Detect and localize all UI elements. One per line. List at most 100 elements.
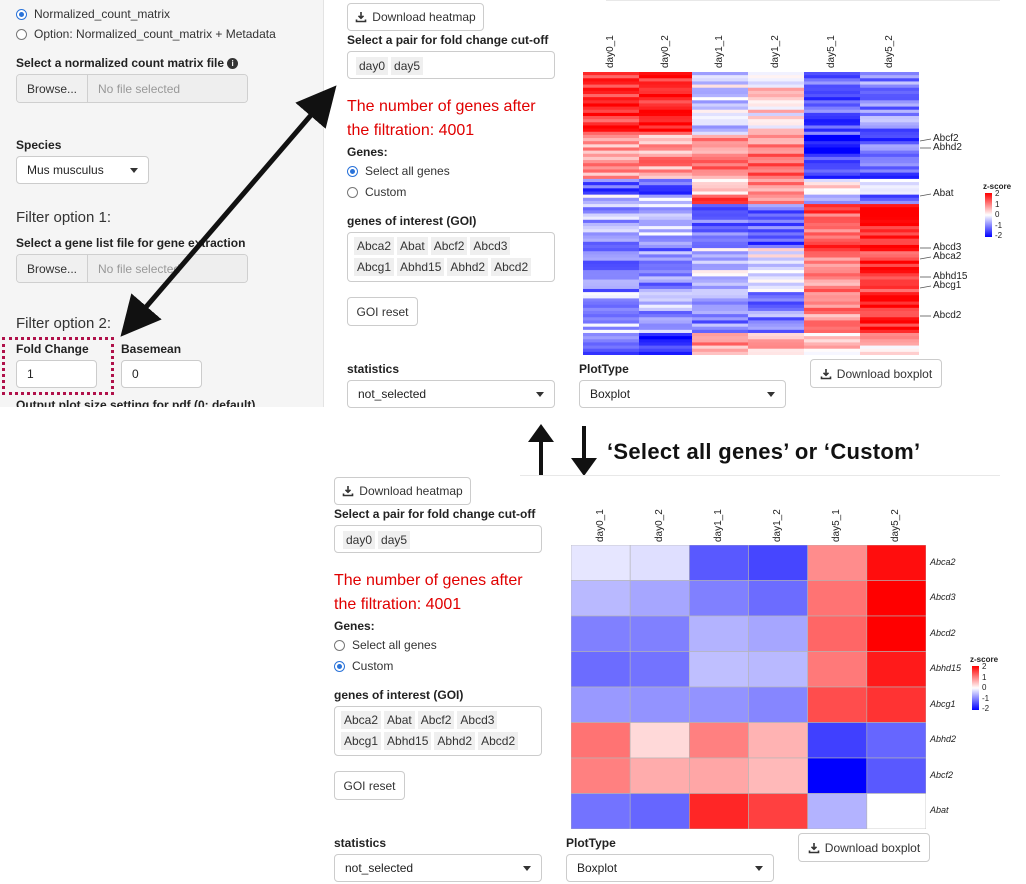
heatmap-cell — [860, 276, 919, 281]
heatmap-cell — [860, 72, 919, 76]
download-heatmap-label: Download heatmap — [359, 484, 463, 498]
heatmap-cell — [639, 150, 693, 155]
radio-select-all-genes[interactable]: Select all genes — [347, 164, 450, 178]
heatmap-cell — [804, 188, 861, 192]
column-label: day5_1 — [831, 509, 843, 542]
goi-tag[interactable]: Abhd2 — [434, 732, 476, 750]
heatmap-cell — [748, 326, 805, 331]
heatmap-cell — [692, 194, 749, 199]
goi-tag[interactable]: Abcf2 — [417, 711, 455, 729]
goi-tag[interactable]: Abcg1 — [341, 732, 382, 750]
plottype-select[interactable]: Boxplot — [579, 380, 786, 408]
heatmap-cell — [807, 615, 868, 652]
goi-tag[interactable]: Abcg1 — [354, 258, 395, 276]
heatmap-cell — [639, 295, 693, 299]
heatmap-cell — [748, 793, 808, 829]
radio-custom[interactable]: Custom — [334, 659, 393, 673]
goi-selectize[interactable]: Abca2 Abat Abcf2 Abcd3 Abcg1 Abhd15 Abhd… — [347, 232, 555, 282]
heatmap-cell — [689, 722, 749, 759]
heatmap-cell — [866, 722, 926, 759]
basemean-input[interactable]: 0 — [121, 360, 202, 388]
heatmap-cell — [583, 276, 640, 281]
goi-tag[interactable]: Abcd2 — [478, 732, 519, 750]
row-label: Abca2 — [930, 556, 956, 567]
browse-button[interactable]: Browse... — [17, 75, 89, 102]
goi-tag[interactable]: Abhd2 — [447, 258, 489, 276]
download-boxplot-button[interactable]: Download boxplot — [810, 359, 942, 388]
goi-selectize[interactable]: Abca2 Abat Abcf2 Abcd3 Abcg1 Abhd15 Abhd… — [334, 706, 542, 756]
heatmap-cell — [583, 216, 640, 221]
heatmap-cell — [860, 345, 919, 350]
heatmap-cell — [639, 90, 693, 95]
goi-tag[interactable]: Abcd2 — [491, 258, 532, 276]
browse-button[interactable]: Browse... — [17, 255, 89, 282]
radio-option-metadata[interactable]: Option: Normalized_count_matrix + Metada… — [16, 27, 276, 41]
info-icon[interactable]: i — [227, 58, 239, 69]
radio-unselected-icon — [16, 28, 27, 40]
goi-tag[interactable]: Abat — [397, 237, 428, 255]
plottype-select[interactable]: Boxplot — [566, 854, 774, 882]
heatmap-cell — [639, 122, 693, 126]
goi-tag[interactable]: Abca2 — [341, 711, 382, 729]
heatmap-cell — [860, 348, 919, 353]
pair-selectize[interactable]: day0 day5 — [334, 525, 542, 553]
heatmap-cell — [692, 188, 749, 192]
heatmap-cell — [860, 317, 919, 321]
row-label: Abcg1 — [930, 698, 956, 709]
heatmap-cell — [748, 235, 805, 240]
goi-reset-button[interactable]: GOI reset — [347, 297, 418, 326]
annotation-line — [919, 285, 932, 289]
heatmap-cell — [639, 241, 693, 246]
heatmap-cell — [583, 106, 640, 111]
goi-tag[interactable]: Abca2 — [354, 237, 395, 255]
radio-label: Select all genes — [365, 164, 450, 178]
heatmap-cell — [748, 238, 805, 243]
download-boxplot-button[interactable]: Download boxplot — [798, 833, 930, 862]
heatmap-cell — [860, 122, 919, 126]
heatmap-cell — [583, 163, 640, 167]
heatmap-cell — [639, 260, 693, 265]
heatmap-cell — [692, 295, 749, 299]
pair-tag[interactable]: day0 — [343, 531, 376, 549]
radio-custom[interactable]: Custom — [347, 185, 406, 199]
goi-tag[interactable]: Abhd15 — [397, 258, 445, 276]
goi-tag[interactable]: Abcd3 — [457, 711, 498, 729]
goi-reset-button[interactable]: GOI reset — [334, 771, 405, 800]
goi-tag[interactable]: Abcf2 — [430, 237, 468, 255]
heatmap-cell — [804, 160, 861, 164]
pair-tag[interactable]: day5 — [391, 57, 424, 75]
heatmap-cell — [639, 84, 693, 89]
heatmap-cell — [583, 342, 640, 347]
pair-selectize[interactable]: day0 day5 — [347, 51, 555, 79]
heatmap-cell — [866, 686, 926, 723]
heatmap-cell — [748, 254, 805, 259]
radio-select-all-genes[interactable]: Select all genes — [334, 638, 437, 652]
pair-tag[interactable]: day0 — [356, 57, 389, 75]
pair-tag[interactable]: day5 — [378, 531, 411, 549]
goi-tag[interactable]: Abat — [384, 711, 415, 729]
fold-change-input[interactable]: 1 — [16, 360, 97, 388]
statistics-select[interactable]: not_selected — [334, 854, 542, 882]
heatmap-cell — [583, 326, 640, 331]
annotation-line — [919, 138, 932, 142]
heatmap-cell — [583, 156, 640, 161]
heatmap-cell — [860, 263, 919, 268]
heatmap-cell — [860, 94, 919, 98]
heatmap-cell — [571, 651, 631, 688]
download-heatmap-button[interactable]: Download heatmap — [347, 3, 484, 31]
heatmap-cell — [804, 207, 861, 211]
heatmap-cell — [583, 138, 640, 142]
heatmap-cell — [860, 147, 919, 152]
goi-tag[interactable]: Abhd15 — [384, 732, 432, 750]
heatmap-cell — [692, 345, 749, 350]
heatmap-cell — [860, 204, 919, 208]
goi-tag[interactable]: Abcd3 — [470, 237, 511, 255]
heatmap-cell — [583, 103, 640, 108]
heatmap-cell — [860, 156, 919, 161]
download-heatmap-button[interactable]: Download heatmap — [334, 477, 471, 505]
heatmap-cell — [583, 219, 640, 224]
heatmap-cell — [639, 191, 693, 196]
radio-normalized-count-matrix[interactable]: Normalized_count_matrix — [16, 7, 170, 21]
statistics-select[interactable]: not_selected — [347, 380, 555, 408]
heatmap-cell — [583, 172, 640, 177]
